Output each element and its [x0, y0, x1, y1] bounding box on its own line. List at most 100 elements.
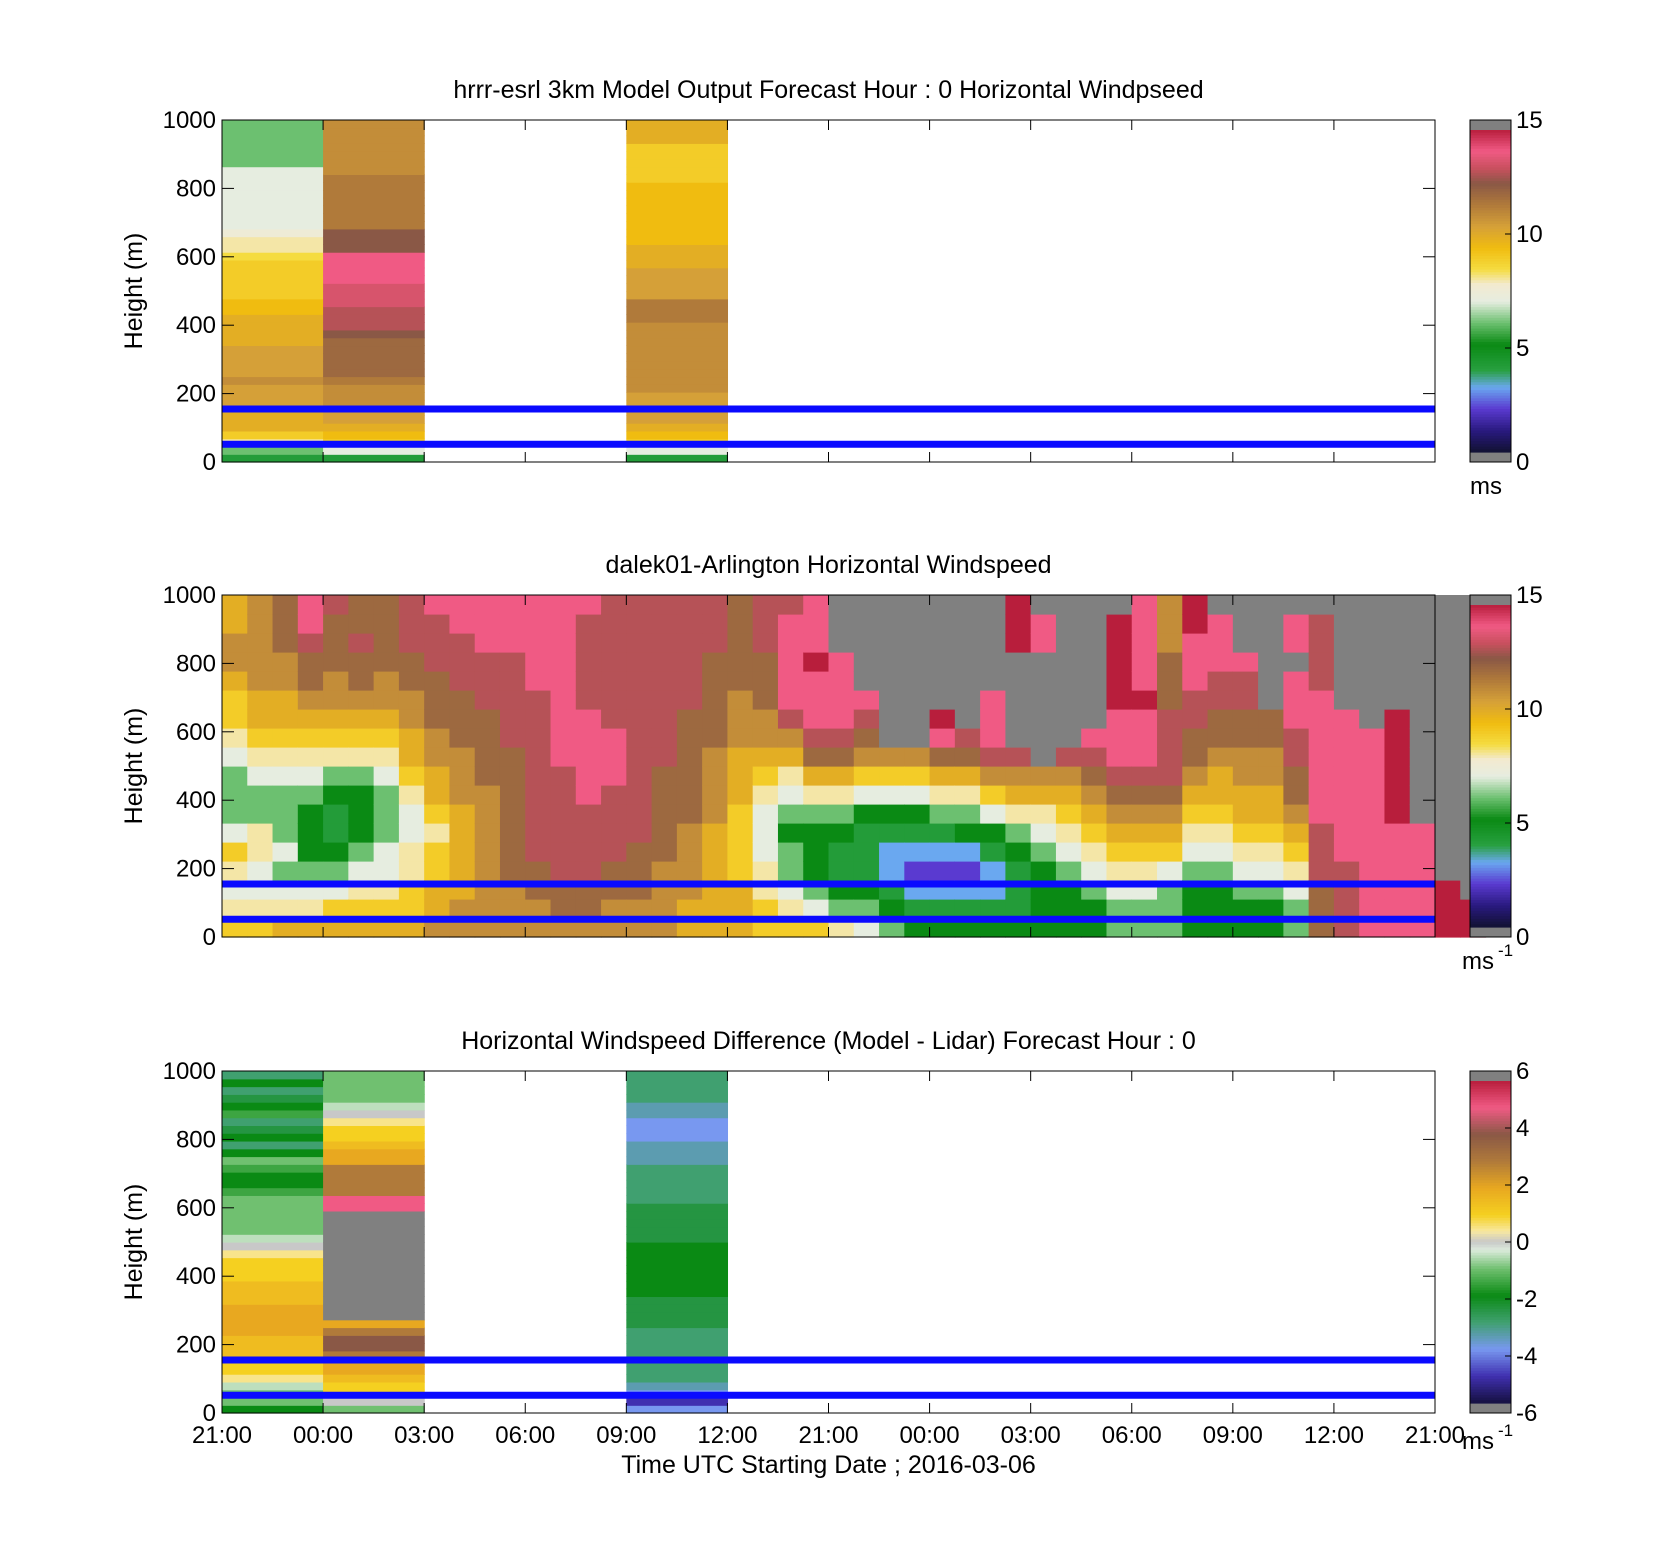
heatmap-cell	[803, 690, 830, 710]
colorbar-swatch	[1470, 366, 1511, 370]
colorbar-swatch	[1470, 1394, 1511, 1399]
heatmap-cell	[247, 747, 274, 767]
heatmap-cell	[323, 690, 349, 710]
heatmap-cell	[1384, 785, 1411, 805]
heatmap-cell	[1333, 652, 1360, 672]
colorbar-swatch	[1470, 256, 1511, 260]
heatmap-cell	[1258, 861, 1284, 881]
heatmap-cell	[1333, 595, 1360, 615]
heatmap-cell	[499, 709, 526, 729]
heatmap-cell	[1081, 614, 1108, 634]
colorbar-swatch	[1470, 183, 1511, 187]
heatmap-cell	[1182, 747, 1209, 767]
colorbar-swatch	[1470, 1301, 1511, 1305]
colorbar-swatch	[1470, 363, 1511, 367]
heatmap-cell	[626, 690, 653, 710]
colorbar-swatch	[1470, 629, 1511, 633]
heatmap-cell	[247, 823, 274, 843]
heatmap-cell	[1081, 918, 1108, 938]
heatmap-cell	[1005, 652, 1032, 672]
heatmap-cell	[323, 1335, 425, 1344]
heatmap-cell	[323, 306, 425, 315]
heatmap-cell	[499, 652, 526, 672]
heatmap-cell	[676, 823, 703, 843]
heatmap-cell	[222, 1187, 324, 1196]
heatmap-cell	[853, 823, 880, 843]
heatmap-cell	[1333, 709, 1360, 729]
heatmap-cell	[1182, 652, 1209, 672]
heatmap-cell	[222, 1117, 324, 1127]
heatmap-cell	[323, 189, 425, 199]
colorbar-swatch	[1470, 325, 1511, 330]
heatmap-cell	[1333, 842, 1360, 862]
colorbar-swatch	[1470, 1166, 1511, 1171]
heatmap-cell	[879, 728, 905, 748]
heatmap-cell	[222, 690, 248, 710]
colorbar-swatch	[1470, 1279, 1511, 1283]
colorbar-swatch	[1470, 825, 1511, 829]
heatmap-cell	[1359, 918, 1386, 938]
heatmap-cell	[828, 785, 855, 805]
colorbar-swatch	[1470, 918, 1511, 923]
heatmap-cell	[373, 652, 400, 672]
heatmap-cell	[904, 671, 931, 691]
heatmap-cell	[474, 766, 501, 786]
heatmap-cell	[626, 259, 729, 269]
colorbar-swatch	[1470, 1089, 1511, 1093]
heatmap-cell	[323, 1288, 425, 1298]
heatmap-cell	[323, 158, 425, 168]
heatmap-cell	[525, 709, 552, 729]
colorbar-swatch	[1470, 1201, 1511, 1206]
colorbar-swatch	[1470, 1158, 1511, 1163]
heatmap-cell	[1333, 804, 1360, 824]
heatmap-cell	[1207, 766, 1234, 786]
heatmap-cell	[575, 633, 602, 653]
heatmap-cell	[626, 1350, 729, 1360]
heatmap-cell	[954, 709, 981, 729]
colorbar-swatch	[1470, 1199, 1511, 1203]
heatmap-cell	[980, 652, 1006, 672]
heatmap-cell	[323, 1350, 425, 1360]
heatmap-cell	[904, 899, 931, 919]
colorbar-unit: ms	[1462, 1428, 1494, 1455]
colorbar-swatch	[1470, 1121, 1511, 1125]
heatmap-cell	[626, 197, 729, 207]
heatmap-cell	[980, 899, 1006, 919]
heatmap-cell	[1308, 899, 1335, 919]
heatmap-cell	[222, 275, 324, 284]
heatmap-cell	[1157, 899, 1183, 919]
heatmap-cell	[626, 392, 729, 401]
colorbar-swatch	[1470, 1284, 1511, 1289]
x-tick-label: 12:00	[697, 1422, 757, 1449]
colorbar-swatch	[1470, 1352, 1511, 1356]
heatmap-cell	[1232, 823, 1259, 843]
heatmap-cell	[803, 785, 830, 805]
colorbar-swatch	[1470, 401, 1511, 405]
heatmap-cell	[323, 747, 349, 767]
heatmap-cell	[1182, 690, 1209, 710]
colorbar-swatch	[1470, 1209, 1511, 1214]
colorbar-swatch	[1470, 197, 1511, 201]
colorbar-tick-label: 15	[1516, 582, 1543, 609]
heatmap-cell	[1409, 671, 1436, 691]
heatmap-cell	[980, 633, 1006, 653]
colorbar-swatch	[1470, 409, 1511, 413]
colorbar-swatch	[1470, 921, 1511, 925]
colorbar-swatch	[1470, 618, 1511, 622]
heatmap-cell	[626, 1327, 729, 1336]
heatmap-cell	[626, 430, 729, 440]
heatmap-cell	[323, 823, 349, 843]
colorbar-swatch	[1470, 680, 1511, 684]
heatmap-cell	[1384, 804, 1411, 824]
heatmap-cell	[272, 785, 299, 805]
heatmap-cell	[752, 842, 779, 862]
heatmap-cell	[651, 918, 678, 938]
colorbar-swatch	[1470, 685, 1511, 689]
heatmap-cell	[272, 728, 299, 748]
colorbar-swatch	[1470, 277, 1511, 281]
heatmap-cell	[348, 652, 375, 672]
heatmap-cell	[702, 652, 729, 672]
heatmap-cell	[323, 1172, 425, 1181]
heatmap-cell	[550, 823, 577, 843]
heatmap-cell	[1283, 804, 1310, 824]
